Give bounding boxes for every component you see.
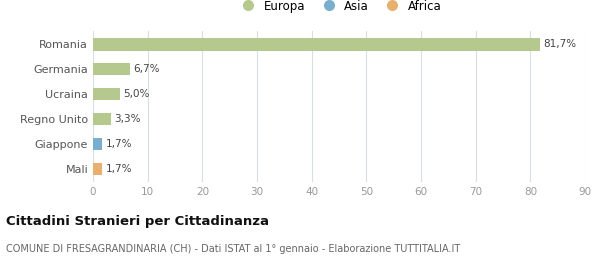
- Text: 6,7%: 6,7%: [133, 64, 160, 74]
- Text: 5,0%: 5,0%: [124, 89, 150, 99]
- Bar: [93, 163, 102, 175]
- Text: 81,7%: 81,7%: [543, 39, 576, 49]
- Text: 1,7%: 1,7%: [106, 164, 132, 174]
- Bar: [93, 63, 130, 75]
- Bar: [93, 113, 111, 125]
- Bar: [93, 88, 121, 100]
- Text: COMUNE DI FRESAGRANDINARIA (CH) - Dati ISTAT al 1° gennaio - Elaborazione TUTTIT: COMUNE DI FRESAGRANDINARIA (CH) - Dati I…: [6, 244, 460, 254]
- Legend: Europa, Asia, Africa: Europa, Asia, Africa: [232, 0, 446, 17]
- Bar: [93, 38, 539, 50]
- Text: 3,3%: 3,3%: [115, 114, 141, 124]
- Text: Cittadini Stranieri per Cittadinanza: Cittadini Stranieri per Cittadinanza: [6, 214, 269, 228]
- Bar: [93, 138, 102, 150]
- Text: 1,7%: 1,7%: [106, 139, 132, 149]
